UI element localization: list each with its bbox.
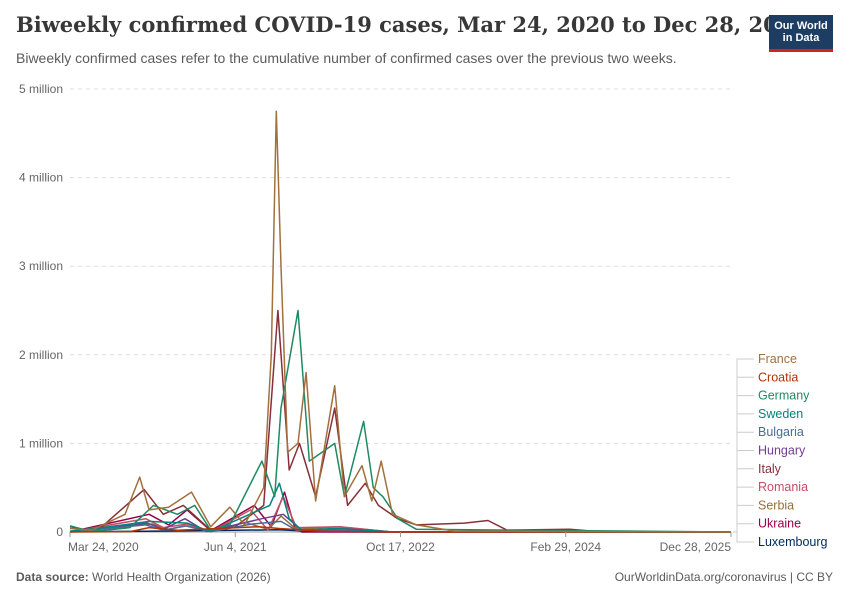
legend-item-germany[interactable]: Germany [758,389,810,403]
x-tick-label: Mar 24, 2020 [68,540,139,554]
legend-item-sweden[interactable]: Sweden [758,407,803,421]
footer-link[interactable]: OurWorldinData.org/coronavirus | CC BY [614,570,833,584]
legend-item-ukraine[interactable]: Ukraine [758,517,801,531]
y-tick-label: 3 million [19,259,63,273]
chart-title: Biweekly confirmed COVID-19 cases, Mar 2… [16,12,807,37]
x-tick-label: Dec 28, 2025 [660,540,732,554]
legend-connector [733,468,754,533]
y-tick-label: 0 [56,525,63,539]
y-tick-label: 1 million [19,436,63,450]
legend-connector [733,376,754,533]
data-source-label: Data source: [16,570,89,584]
legend-item-hungary[interactable]: Hungary [758,444,806,458]
legend-item-romania[interactable]: Romania [758,480,808,494]
legend-connector [733,531,754,543]
y-tick-label: 4 million [19,171,63,185]
chart-subtitle: Biweekly confirmed cases refer to the cu… [16,50,677,66]
legend-item-italy[interactable]: Italy [758,462,782,476]
legend-item-bulgaria[interactable]: Bulgaria [758,425,804,439]
data-source: Data source: World Health Organization (… [16,570,271,584]
x-axis: Mar 24, 2020 Jun 4, 2021 Oct 17, 2022 Feb 2… [68,532,732,554]
legend-connector [733,504,754,533]
series-lines [69,110,732,533]
legend-item-croatia[interactable]: Croatia [758,370,798,384]
y-tick-label: 2 million [19,348,63,362]
legend-connector [733,413,754,533]
legend-item-luxembourg[interactable]: Luxembourg [758,535,828,549]
series-line-france[interactable] [69,110,732,533]
series-line-germany[interactable] [69,309,732,533]
owid-logo[interactable]: Our World in Data [769,15,833,52]
legend-connector [733,395,754,533]
line-chart: 0 1 million 2 million 3 million 4 million 5 m… [19,82,828,554]
legend-item-france[interactable]: France [758,352,797,366]
legend-connector [733,523,754,533]
legend-connector [733,486,754,533]
series-line-italy[interactable] [69,309,732,533]
legend-connector [733,450,754,533]
legend-connector [733,358,754,533]
x-tick-label: Jun 4, 2021 [204,540,267,554]
y-tick-label: 5 million [19,82,63,96]
legend-connector [733,431,754,533]
legend-item-serbia[interactable]: Serbia [758,498,794,512]
logo-line-2: in Data [782,32,820,44]
x-tick-label: Oct 17, 2022 [366,540,435,554]
x-tick-label: Feb 29, 2024 [530,540,601,554]
series-line-croatia[interactable] [69,525,731,533]
legend: France Croatia Germany Sweden Bulgaria Hungar… [733,352,828,549]
logo-line-1: Our World [774,20,828,32]
y-grid: 0 1 million 2 million 3 million 4 million 5 m… [19,82,731,539]
data-source-text: World Health Organization (2026) [92,570,271,584]
